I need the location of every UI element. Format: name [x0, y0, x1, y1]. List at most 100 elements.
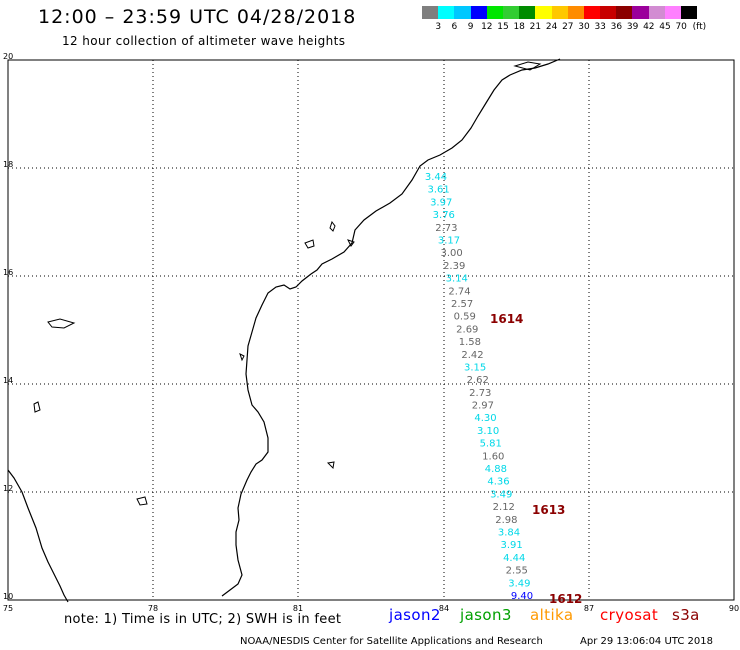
wave-height-value: 3.17 — [438, 236, 460, 247]
island-3 — [47, 318, 76, 329]
wave-height-value: 2.62 — [467, 375, 489, 386]
legend-jason2: jason2 — [389, 606, 441, 624]
color-scale-label: 33 — [594, 22, 606, 32]
color-swatch — [470, 6, 487, 19]
legend-altika: altika — [530, 606, 574, 624]
chart-title: 12:00 – 23:59 UTC 04/28/2018 — [38, 6, 357, 28]
graticule-grid — [8, 60, 734, 600]
color-scale-label: 27 — [562, 22, 574, 32]
color-swatch — [422, 6, 439, 19]
latitude-label: 18 — [3, 160, 13, 169]
color-scale-label: 6 — [451, 22, 458, 32]
coastline-india — [221, 58, 561, 597]
wave-height-value: 4.36 — [487, 477, 509, 488]
wave-height-value: 4.88 — [485, 464, 507, 475]
wave-height-value: 3.76 — [433, 210, 455, 221]
wave-height-value: 3.84 — [498, 528, 520, 539]
island-5 — [136, 496, 148, 506]
color-scale-label: 12 — [481, 22, 493, 32]
wave-height-value: 2.55 — [506, 566, 528, 577]
wave-height-value: 3.14 — [446, 274, 468, 285]
wave-height-value: 3.91 — [500, 540, 522, 551]
color-scale-label: 24 — [545, 22, 558, 32]
wave-height-value: 3.10 — [477, 426, 499, 437]
island-4 — [33, 401, 41, 413]
orbit-label: 1613 — [532, 503, 565, 517]
color-scale-label: 30 — [578, 22, 590, 32]
color-swatch — [502, 6, 520, 19]
color-swatch — [454, 6, 471, 19]
wave-height-value: 3.00 — [440, 248, 462, 259]
color-scale-label: 36 — [610, 22, 623, 32]
longitude-label: 78 — [148, 604, 158, 613]
color-scale-label: 45 — [659, 22, 671, 32]
wave-height-value: 3.44 — [425, 172, 447, 183]
wave-height-value: 2.12 — [493, 502, 515, 513]
color-swatch — [632, 6, 649, 19]
island-2 — [304, 239, 315, 249]
wave-height-value: 2.97 — [472, 401, 494, 412]
color-swatch — [681, 6, 698, 19]
legend-s3a: s3a — [672, 606, 700, 624]
latitude-label: 12 — [3, 484, 13, 493]
legend-jason3: jason3 — [460, 606, 512, 624]
wave-height-value: 1.58 — [459, 337, 481, 348]
wave-height-value: 2.42 — [461, 350, 483, 361]
island-1 — [329, 220, 336, 232]
longitude-label: 90 — [729, 604, 739, 613]
color-swatch — [551, 6, 568, 19]
color-swatch — [567, 6, 584, 19]
orbit-label: 1614 — [490, 312, 523, 326]
island-6 — [239, 353, 245, 362]
wave-height-value: 4.30 — [474, 413, 496, 424]
wave-height-observations: 3.44 3.613.97 3.76 2.73 3.173.00 2.39 3.142.74… — [425, 172, 533, 602]
color-scale-label: 21 — [529, 22, 542, 32]
wave-height-value: 2.98 — [495, 515, 517, 526]
color-swatch — [583, 6, 601, 19]
color-scale-label: 3 — [435, 22, 442, 32]
color-swatch — [664, 6, 681, 19]
island-7 — [326, 461, 335, 470]
wave-height-value: 2.39 — [443, 261, 465, 272]
footer-note: note: 1) Time is in UTC; 2) SWH is in fe… — [64, 612, 342, 627]
longitude-label: 84 — [439, 604, 449, 613]
color-swatch — [535, 6, 552, 19]
longitude-labels: 75 78 81 84 87 90 — [3, 604, 739, 613]
latitude-label: 10 — [3, 592, 13, 601]
longitude-label: 75 — [3, 604, 13, 613]
wave-height-value: 9.40 — [511, 591, 533, 602]
wave-height-value: 3.15 — [464, 363, 486, 374]
color-scale-label: 39 — [626, 22, 639, 32]
wave-height-value: 2.74 — [448, 286, 470, 297]
wave-height-value: 1.60 — [482, 451, 504, 462]
generation-timestamp: Apr 29 13:06:04 UTC 2018 — [580, 636, 713, 647]
wave-height-value: 3.49 — [508, 578, 530, 589]
color-scale-bar — [422, 6, 698, 19]
wave-height-value: 5.81 — [480, 439, 502, 450]
coastline-sri-lanka-side — [7, 469, 69, 603]
wave-height-value: 2.69 — [456, 324, 478, 335]
legend-cryosat: cryosat — [600, 606, 659, 624]
color-scale-labels: 3 6 9 12 15 18 21 24 27 30 33 36 39 42 45 70 (ft) — [422, 22, 740, 34]
color-swatch — [648, 6, 665, 19]
color-scale-label: 15 — [497, 22, 509, 32]
longitude-label: 87 — [584, 604, 594, 613]
latitude-labels: 20 18 16 14 12 10 — [3, 52, 13, 601]
latitude-label: 14 — [3, 376, 13, 385]
wave-height-value: 2.73 — [469, 388, 491, 399]
latitude-label: 16 — [3, 268, 13, 277]
map-frame — [7, 59, 735, 601]
wave-height-value: 3.49 — [490, 489, 512, 500]
wave-height-value: 2.57 — [451, 299, 473, 310]
wave-height-value: 3.61 — [427, 185, 449, 196]
color-scale-label: 42 — [643, 22, 655, 32]
credit-line: NOAA/NESDIS Center for Satellite Applica… — [240, 636, 543, 647]
chart-subtitle: 12 hour collection of altimeter wave hei… — [62, 34, 346, 48]
color-swatch — [600, 6, 617, 19]
longitude-label: 81 — [293, 604, 303, 613]
wave-height-value: 4.44 — [503, 553, 525, 564]
latitude-label: 20 — [3, 52, 13, 61]
wave-height-value: 3.97 — [430, 197, 452, 208]
color-scale-label: 70 — [675, 22, 687, 32]
